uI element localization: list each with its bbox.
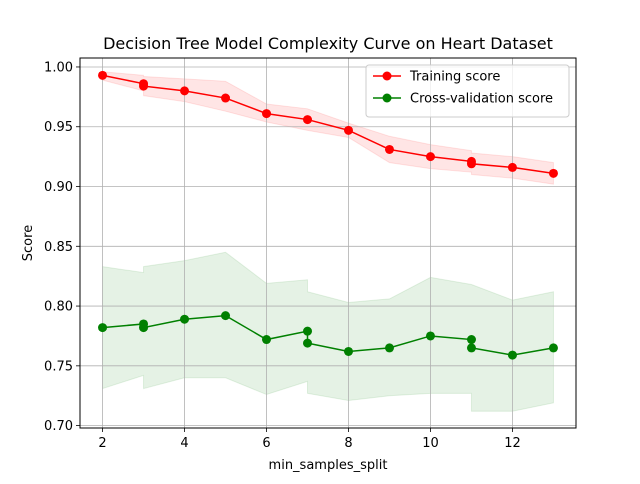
confidence-bands <box>102 71 554 412</box>
y-tick-label-1: 0.75 <box>44 359 73 374</box>
grid-lines <box>80 58 576 428</box>
x-tick-label-1: 4 <box>180 436 188 451</box>
series-0-point-8 <box>384 144 394 154</box>
series-1-point-9 <box>384 343 394 353</box>
x-tick-label-5: 12 <box>504 436 521 451</box>
series-1-point-12 <box>466 343 476 353</box>
series-1-point-5 <box>262 335 272 345</box>
series-1-point-2 <box>139 323 149 333</box>
y-tick-label-5: 0.95 <box>44 120 73 135</box>
series-lines <box>98 70 558 360</box>
y-tick-label-4: 0.90 <box>44 180 73 195</box>
series-0-point-0 <box>98 70 108 80</box>
y-axis-label: Score <box>21 225 36 261</box>
series-0-point-5 <box>262 109 272 119</box>
axis-ticks: 2 4 6 8 10 12 0.70 0.75 0.80 0.85 0.90 0.95 1.00 <box>44 60 521 451</box>
series-1-point-10 <box>425 331 435 341</box>
x-tick-label-4: 10 <box>422 436 439 451</box>
legend: Training score Cross-validation score <box>365 64 570 118</box>
chart-title: Decision Tree Model Complexity Curve on … <box>103 34 553 53</box>
series-0-point-12 <box>507 162 517 172</box>
series-0-point-6 <box>303 115 313 125</box>
series-0-point-11 <box>466 159 476 169</box>
series-1-band <box>102 251 554 412</box>
series-1-point-6 <box>303 326 313 336</box>
series-0-point-7 <box>343 125 353 135</box>
series-1-point-8 <box>343 346 353 356</box>
series-0-point-4 <box>221 93 231 103</box>
series-0-band <box>102 71 554 185</box>
legend-training-marker <box>382 71 392 81</box>
series-0-point-13 <box>548 168 558 178</box>
x-tick-label-2: 6 <box>262 436 270 451</box>
series-1-point-7 <box>303 338 313 348</box>
series-1-point-3 <box>180 314 190 324</box>
legend-box <box>365 64 570 118</box>
series-1-point-14 <box>548 343 558 353</box>
y-tick-label-3: 0.85 <box>44 240 73 255</box>
x-tick-label-3: 8 <box>344 436 352 451</box>
series-0-point-9 <box>425 152 435 162</box>
y-tick-label-2: 0.80 <box>44 300 73 315</box>
series-1-point-4 <box>221 311 231 321</box>
series-1-point-11 <box>466 335 476 345</box>
legend-training-label: Training score <box>409 70 500 85</box>
series-1-point-13 <box>507 350 517 360</box>
x-tick-label-0: 2 <box>98 436 106 451</box>
series-0-point-2 <box>139 81 149 91</box>
x-axis-label: min_samples_split <box>269 458 388 473</box>
y-tick-label-6: 1.00 <box>44 60 73 75</box>
legend-cv-marker <box>382 93 392 103</box>
y-tick-label-0: 0.70 <box>44 419 73 434</box>
series-0-point-3 <box>180 86 190 96</box>
axes-frame <box>79 57 577 429</box>
legend-cv-label: Cross-validation score <box>410 92 553 107</box>
series-1-point-0 <box>98 323 108 333</box>
